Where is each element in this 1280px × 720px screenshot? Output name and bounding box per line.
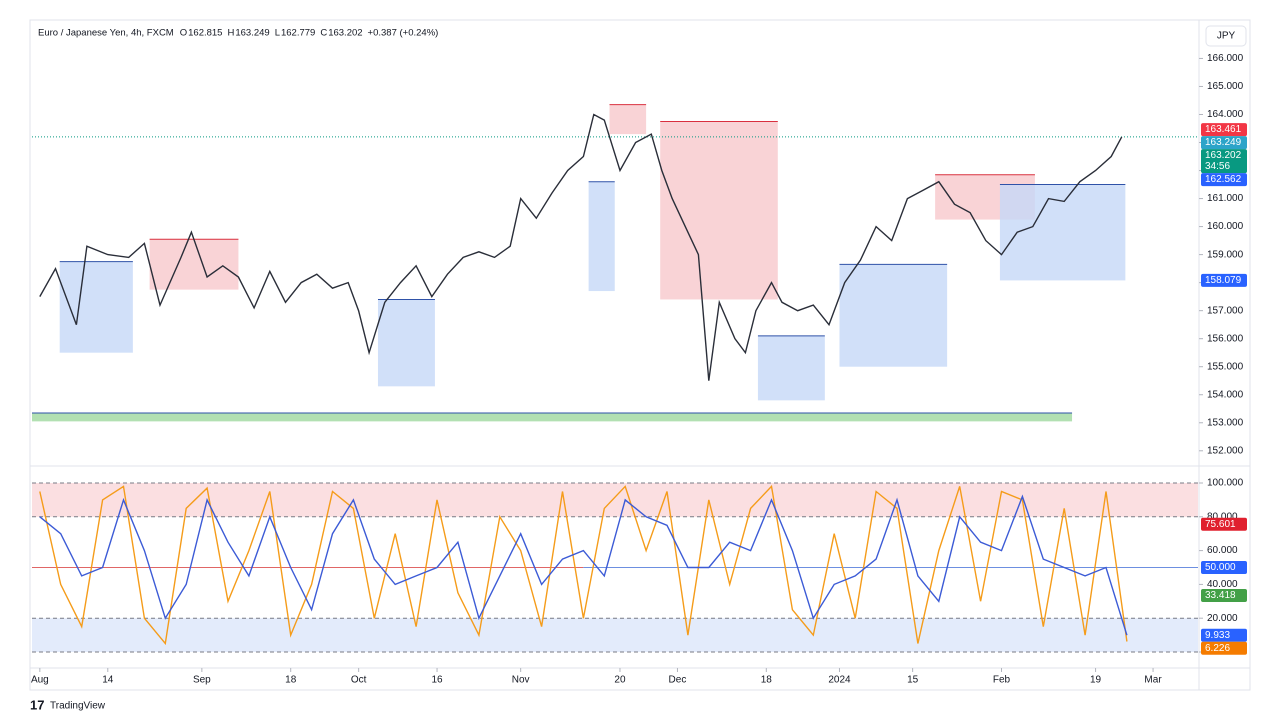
y-tick-label: 152.000: [1207, 445, 1244, 456]
x-tick-label: Aug: [31, 675, 49, 686]
logo-mark: 17: [30, 697, 44, 712]
price-tag: [1201, 149, 1247, 174]
header-text: 163.202: [328, 28, 362, 39]
countdown: 34:56: [1205, 161, 1230, 172]
zone: [757, 335, 825, 401]
series-line: [39, 494, 1128, 636]
y-tick-label: 159.000: [1207, 249, 1244, 260]
currency[interactable]: JPY: [1217, 31, 1236, 42]
x-tick-label: Dec: [669, 675, 687, 686]
y-tick-label: 165.000: [1207, 81, 1244, 92]
y-tick-label: 153.000: [1207, 417, 1244, 428]
price-tag: [1201, 561, 1247, 574]
zone: [999, 184, 1126, 281]
zone: [377, 299, 435, 387]
x-tick-label: 19: [1090, 675, 1102, 686]
brand: TradingView: [50, 701, 106, 712]
y-tick-label: 60.000: [1207, 545, 1238, 556]
zone: [660, 121, 778, 300]
header-text: 162.815: [188, 28, 222, 39]
header-text: O: [180, 28, 187, 39]
y-tick-label: 156.000: [1207, 333, 1244, 344]
zone: [588, 181, 615, 292]
price-tag-label: 75.601: [1205, 519, 1236, 530]
header-text: 163.249: [235, 28, 269, 39]
x-tick-label: Oct: [351, 675, 367, 686]
x-tick-label: Nov: [512, 675, 530, 686]
y-tick-label: 155.000: [1207, 361, 1244, 372]
zone: [839, 264, 948, 367]
price-tag: [1201, 173, 1247, 187]
x-tick-label: 18: [761, 675, 773, 686]
band: [32, 483, 1198, 517]
y-tick-label: 166.000: [1207, 53, 1244, 64]
zone: [32, 412, 1073, 422]
y-tick-label: 160.000: [1207, 221, 1244, 232]
y-tick-label: 161.000: [1207, 193, 1244, 204]
zone: [149, 239, 239, 290]
price-tag-label: 6.226: [1205, 643, 1230, 654]
zone: [609, 104, 647, 135]
price-tag-label: 158.079: [1205, 275, 1242, 286]
y-tick-label: 164.000: [1207, 109, 1244, 120]
x-tick-label: Feb: [993, 675, 1011, 686]
header-text: Euro / Japanese Yen, 4h, FXCM: [38, 28, 174, 39]
price-tag-label: 163.249: [1205, 137, 1242, 148]
x-tick-label: 20: [614, 675, 626, 686]
price-tag-label: 33.418: [1205, 590, 1236, 601]
header-text: C: [320, 28, 327, 39]
header-text: +0.387 (+0.24%): [368, 28, 439, 39]
zone: [59, 261, 133, 353]
band: [32, 618, 1198, 652]
y-tick-label: 80.000: [1207, 511, 1238, 522]
series-line: [39, 113, 1123, 381]
price-tag-label: 163.202: [1205, 150, 1242, 161]
price-tag-label: 50.000: [1205, 562, 1236, 573]
price-tag: [1201, 517, 1247, 531]
x-tick-label: 18: [285, 675, 297, 686]
y-tick-label: 40.000: [1207, 579, 1238, 590]
header-text: 162.779: [281, 28, 315, 39]
price-tag-label: 162.562: [1205, 174, 1242, 185]
series-line: [39, 484, 1128, 646]
price-tag-label: 9.933: [1205, 630, 1230, 641]
y-tick-label: 20.000: [1207, 613, 1238, 624]
frame: [29, 19, 1251, 691]
x-tick-label: 16: [431, 675, 443, 686]
y-tick-label: 154.000: [1207, 389, 1244, 400]
price-tag: [1201, 628, 1247, 642]
price-tag: [1201, 273, 1247, 287]
currency-button[interactable]: [1205, 25, 1247, 47]
x-tick-label: 14: [102, 675, 114, 686]
price-tag: [1201, 123, 1247, 137]
header-text: H: [227, 28, 234, 39]
price-tag: [1201, 136, 1247, 150]
x-tick-label: Mar: [1144, 675, 1162, 686]
y-tick-label: 100.000: [1207, 478, 1244, 489]
header-text: L: [275, 28, 280, 39]
x-tick-label: 15: [907, 675, 919, 686]
x-tick-label: 2024: [828, 675, 851, 686]
x-tick-label: Sep: [193, 675, 211, 686]
price-tag: [1201, 589, 1247, 603]
price-tag: [1201, 641, 1247, 655]
y-tick-label: 157.000: [1207, 305, 1244, 316]
price-tag-label: 163.461: [1205, 124, 1242, 135]
